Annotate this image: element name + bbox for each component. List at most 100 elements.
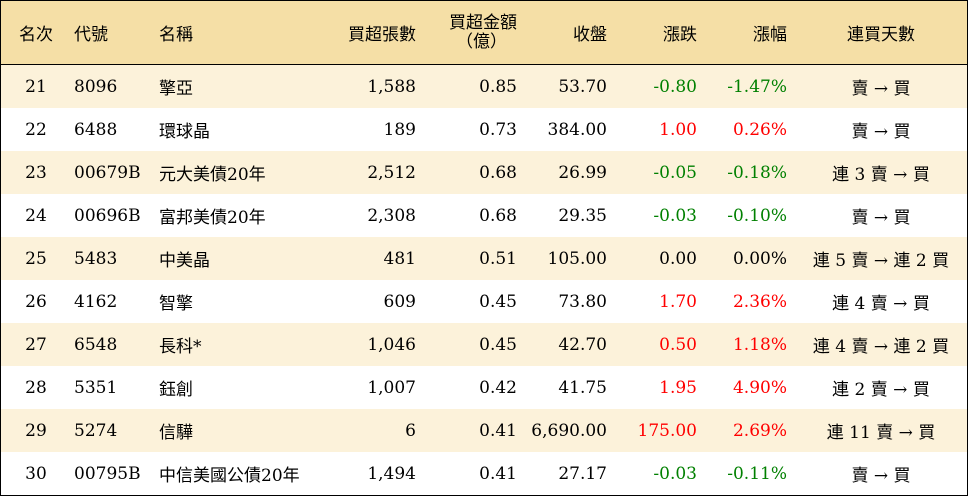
header-change[interactable]: 漲跌 <box>663 25 697 45</box>
cell-volume: 609 <box>383 291 416 312</box>
header-days[interactable]: 連買天數 <box>847 25 915 45</box>
cell-volume: 2,512 <box>367 162 416 183</box>
cell-amount: 0.42 <box>479 377 517 398</box>
cell-close: 27.17 <box>558 463 607 484</box>
cell-code: 8096 <box>74 76 118 97</box>
table-row[interactable]: 30 00795B 中信美國公債20年 1,494 0.41 27.17 -0.03 -0.1… <box>1 452 967 495</box>
cell-rank: 28 <box>25 377 47 398</box>
cell-days: 賣 → 買 <box>851 208 911 228</box>
cell-name: 鈺創 <box>159 380 193 400</box>
cell-days: 賣 → 買 <box>851 466 911 486</box>
cell-change: -0.05 <box>653 162 697 183</box>
cell-close: 26.99 <box>558 162 607 183</box>
cell-pct: 0.26% <box>732 119 787 140</box>
cell-change: -0.03 <box>653 205 697 226</box>
cell-volume: 189 <box>383 119 416 140</box>
header-pct[interactable]: 漲幅 <box>753 25 787 45</box>
cell-close: 29.35 <box>558 205 607 226</box>
cell-close: 73.80 <box>558 291 607 312</box>
table-row[interactable]: 23 00679B 元大美債20年 2,512 0.68 26.99 -0.05 -0.18%… <box>1 151 967 194</box>
cell-close: 6,690.00 <box>531 420 607 441</box>
table-row[interactable]: 27 6548 長科* 1,046 0.45 42.70 0.50 1.18% 連 4 賣 → … <box>1 323 967 366</box>
cell-rank: 21 <box>25 76 47 97</box>
cell-volume: 1,046 <box>367 334 416 355</box>
cell-change: 1.95 <box>659 377 697 398</box>
cell-volume: 1,588 <box>367 76 416 97</box>
cell-volume: 1,007 <box>367 377 416 398</box>
cell-days: 連 4 賣 → 買 <box>832 294 930 314</box>
cell-amount: 0.68 <box>479 162 517 183</box>
cell-pct: 1.18% <box>732 334 787 355</box>
cell-name: 環球晶 <box>159 122 210 142</box>
header-code[interactable]: 代號 <box>74 25 108 45</box>
cell-days: 賣 → 買 <box>851 79 911 99</box>
cell-code: 4162 <box>74 291 118 312</box>
cell-name: 中信美國公債20年 <box>159 466 300 486</box>
table-row[interactable]: 29 5274 信驊 6 0.41 6,690.00 175.00 2.69% 連 11 賣 →… <box>1 409 967 452</box>
table-row[interactable]: 24 00696B 富邦美債20年 2,308 0.68 29.35 -0.03 -0.10%… <box>1 194 967 237</box>
cell-change: 1.70 <box>659 291 697 312</box>
cell-code: 00696B <box>74 205 141 226</box>
header-amount[interactable]: 買超金額 （億） <box>419 1 517 64</box>
table-row[interactable]: 21 8096 擎亞 1,588 0.85 53.70 -0.80 -1.47% 賣 → 買 <box>1 65 967 108</box>
header-close[interactable]: 收盤 <box>573 25 607 45</box>
cell-rank: 23 <box>25 162 47 183</box>
cell-days: 連 5 賣 → 連 2 買 <box>812 251 950 271</box>
cell-close: 53.70 <box>558 76 607 97</box>
cell-pct: 0.00% <box>732 248 787 269</box>
cell-amount: 0.85 <box>479 76 517 97</box>
cell-days: 賣 → 買 <box>851 122 911 142</box>
cell-change: -0.80 <box>653 76 697 97</box>
cell-change: 1.00 <box>659 119 697 140</box>
cell-days: 連 11 賣 → 買 <box>826 423 936 443</box>
header-name[interactable]: 名稱 <box>159 25 193 45</box>
cell-name: 元大美債20年 <box>159 165 266 185</box>
cell-code: 6548 <box>74 334 118 355</box>
header-volume[interactable]: 買超張數 <box>348 25 416 45</box>
cell-pct: -0.18% <box>727 162 787 183</box>
cell-pct: -1.47% <box>727 76 787 97</box>
cell-days: 連 2 賣 → 買 <box>832 380 930 400</box>
cell-code: 5351 <box>74 377 118 398</box>
cell-days: 連 3 賣 → 買 <box>832 165 930 185</box>
cell-close: 384.00 <box>547 119 607 140</box>
cell-name: 擎亞 <box>159 79 193 99</box>
cell-volume: 6 <box>405 420 416 441</box>
cell-amount: 0.68 <box>479 205 517 226</box>
cell-days: 連 4 賣 → 連 2 買 <box>812 337 950 357</box>
cell-pct: 2.36% <box>732 291 787 312</box>
cell-code: 00679B <box>74 162 141 183</box>
cell-change: 0.00 <box>659 248 697 269</box>
cell-rank: 26 <box>25 291 47 312</box>
cell-amount: 0.45 <box>479 334 517 355</box>
cell-pct: -0.11% <box>727 463 787 484</box>
cell-name: 中美晶 <box>159 251 210 271</box>
table-row[interactable]: 22 6488 環球晶 189 0.73 384.00 1.00 0.26% 賣 → 買 <box>1 108 967 151</box>
cell-volume: 2,308 <box>367 205 416 226</box>
cell-code: 5274 <box>74 420 118 441</box>
cell-rank: 29 <box>25 420 47 441</box>
cell-name: 信驊 <box>159 423 193 443</box>
cell-close: 42.70 <box>558 334 607 355</box>
header-amount-line1: 買超金額 <box>449 12 517 33</box>
cell-change: -0.03 <box>653 463 697 484</box>
cell-amount: 0.73 <box>479 119 517 140</box>
header-rank[interactable]: 名次 <box>19 25 53 45</box>
cell-rank: 27 <box>25 334 47 355</box>
table-row[interactable]: 28 5351 鈺創 1,007 0.42 41.75 1.95 4.90% 連 2 賣 → 買 <box>1 366 967 409</box>
cell-amount: 0.41 <box>479 420 517 441</box>
cell-volume: 1,494 <box>367 463 416 484</box>
cell-code: 6488 <box>74 119 118 140</box>
cell-pct: 2.69% <box>732 420 787 441</box>
cell-change: 0.50 <box>659 334 697 355</box>
table-row[interactable]: 26 4162 智擎 609 0.45 73.80 1.70 2.36% 連 4 賣 → 買 <box>1 280 967 323</box>
header-amount-line2: （億） <box>456 31 507 52</box>
table-row[interactable]: 25 5483 中美晶 481 0.51 105.00 0.00 0.00% 連 5 賣 → 連… <box>1 237 967 280</box>
cell-close: 105.00 <box>547 248 607 269</box>
cell-code: 00795B <box>74 463 141 484</box>
cell-volume: 481 <box>383 248 416 269</box>
cell-name: 智擎 <box>159 294 193 314</box>
cell-amount: 0.45 <box>479 291 517 312</box>
cell-name: 長科* <box>159 337 202 357</box>
